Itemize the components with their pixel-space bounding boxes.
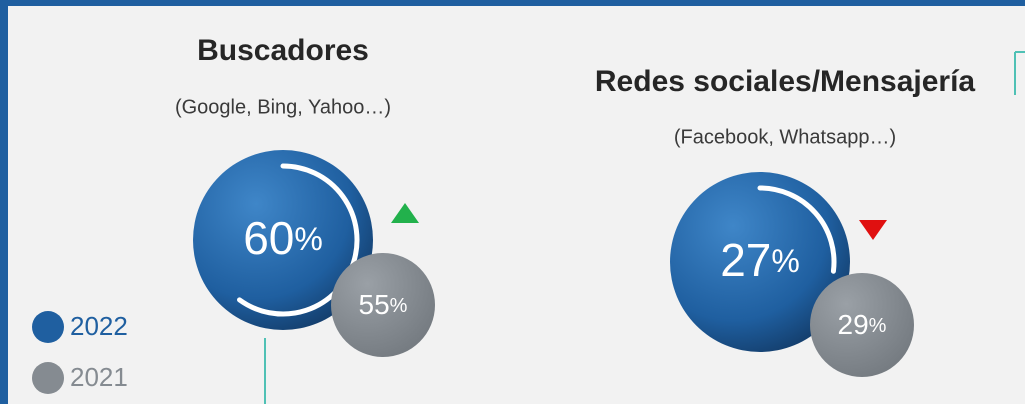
- previous-circle: [810, 273, 914, 377]
- previous-value: 29%: [838, 309, 887, 340]
- left-border: [0, 0, 8, 404]
- legend-label: 2022: [70, 311, 128, 341]
- panel-title: Buscadores: [197, 34, 369, 67]
- panel-subtitle: (Google, Bing, Yahoo…): [175, 96, 391, 118]
- legend-label: 2021: [70, 362, 128, 392]
- panel-subtitle: (Facebook, Whatsapp…): [674, 126, 896, 148]
- legend-swatch: [32, 311, 64, 343]
- legend-swatch: [32, 362, 64, 394]
- current-circle: [670, 172, 850, 352]
- trend-arrow: [391, 203, 419, 223]
- value-number: 55: [359, 289, 390, 320]
- value-unit: %: [869, 315, 887, 337]
- previous-value: 55%: [359, 289, 408, 320]
- top-border: [0, 0, 1025, 6]
- value-number: 27: [720, 234, 771, 286]
- value-unit: %: [771, 243, 799, 279]
- value-number: 29: [838, 309, 869, 340]
- value-unit: %: [390, 295, 408, 317]
- value-number: 60: [243, 212, 294, 264]
- value-unit: %: [294, 221, 322, 257]
- previous-circle: [331, 253, 435, 357]
- trend-arrow: [859, 220, 887, 240]
- current-value: 60%: [243, 212, 323, 264]
- panel-title: Redes sociales/Mensajería: [595, 65, 976, 98]
- current-circle: [193, 150, 373, 330]
- current-value: 27%: [720, 234, 800, 286]
- value-arc: [757, 185, 837, 274]
